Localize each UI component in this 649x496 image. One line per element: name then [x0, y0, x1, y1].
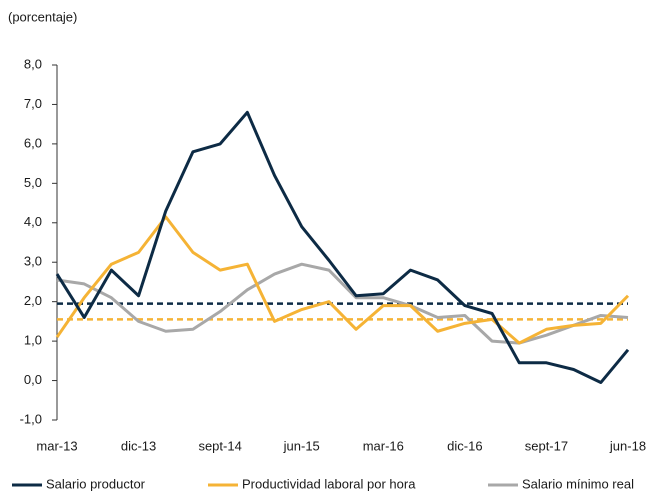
series-line	[55, 215, 630, 345]
x-tick-label: jun-18	[609, 438, 646, 453]
y-tick-label: 6,0	[24, 135, 42, 150]
y-tick-label: 3,0	[24, 254, 42, 269]
y-tick-label: 4,0	[24, 214, 42, 229]
y-tick-label: 5,0	[24, 175, 42, 190]
legend-label: Productividad laboral por hora	[242, 476, 416, 491]
x-tick-label: dic-13	[121, 438, 156, 453]
x-tick-label: sept-17	[525, 438, 568, 453]
x-tick-label: mar-13	[36, 438, 77, 453]
x-tick-label: mar-16	[363, 438, 404, 453]
x-tick-label: jun-15	[283, 438, 320, 453]
series-line	[55, 110, 630, 385]
y-tick-label: 2,0	[24, 293, 42, 308]
x-tick-label: sept-14	[198, 438, 241, 453]
series-line	[56, 262, 629, 345]
y-tick-label: 0,0	[24, 372, 42, 387]
legend-label: Salario mínimo real	[522, 476, 634, 491]
y-tick-label: -1,0	[20, 411, 42, 426]
legend-label: Salario productor	[46, 476, 146, 491]
y-axis-label: (porcentaje)	[8, 9, 77, 24]
y-tick-label: 1,0	[24, 333, 42, 348]
y-tick-label: 8,0	[24, 56, 42, 71]
y-tick-label: 7,0	[24, 96, 42, 111]
x-tick-label: dic-16	[447, 438, 482, 453]
